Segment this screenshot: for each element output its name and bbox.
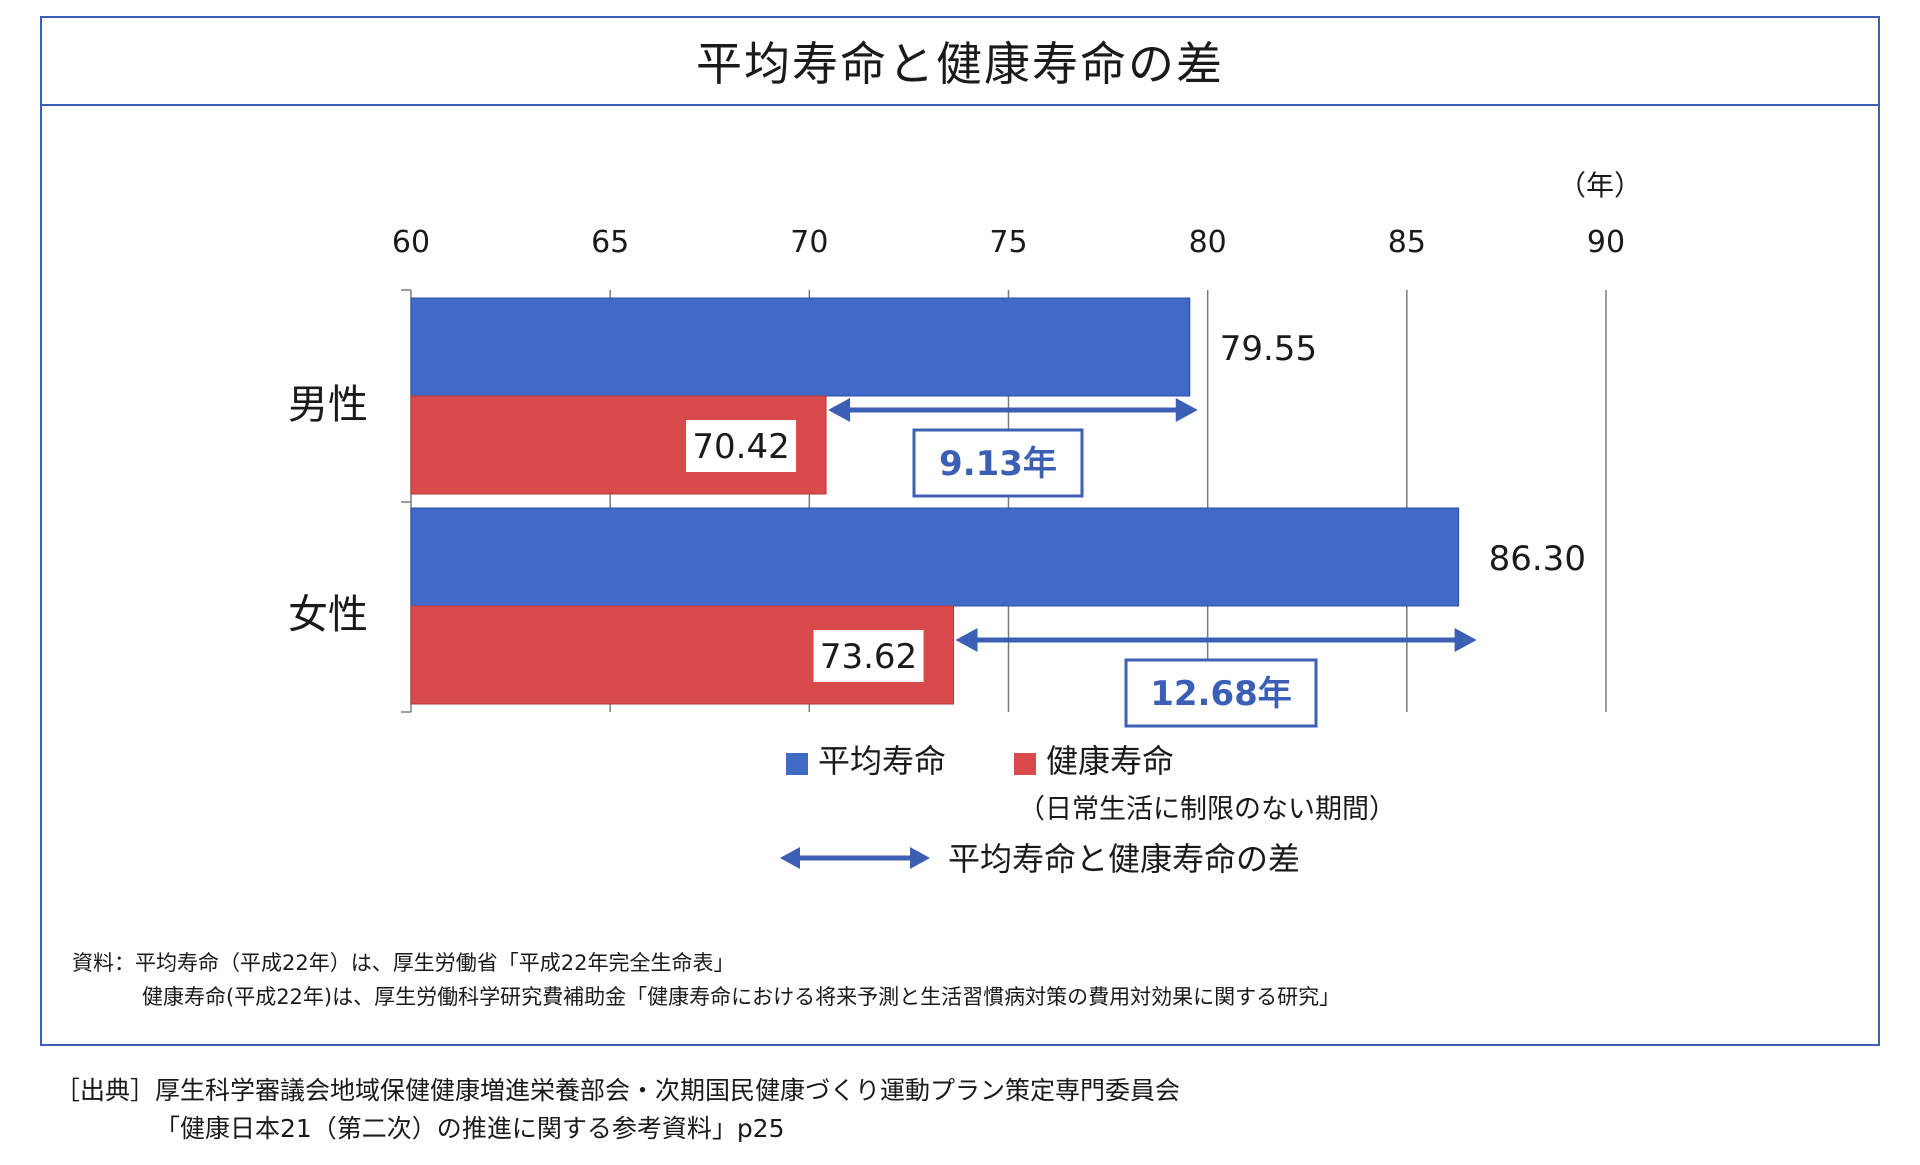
difference-label: 12.68年 bbox=[1150, 674, 1292, 714]
source-line-1: ［出典］厚生科学審議会地域保健健康増進栄養部会・次期国民健康づくり運動プラン策定… bbox=[55, 1076, 1181, 1105]
note-line-1: 資料：平均寿命（平成22年）は、厚生労働省「平成22年完全生命表」 bbox=[72, 951, 735, 975]
data-label-box bbox=[813, 630, 924, 682]
arrowhead-left bbox=[828, 398, 851, 422]
note-line-2: 健康寿命(平成22年)は、厚生労働科学研究費補助金「健康寿命における将来予測と生… bbox=[142, 985, 1341, 1009]
source-citation: ［出典］厚生科学審議会地域保健健康増進栄養部会・次期国民健康づくり運動プラン策定… bbox=[55, 1072, 1180, 1148]
data-label-healthy: 70.42 bbox=[692, 427, 789, 467]
difference-box bbox=[1124, 658, 1318, 728]
category-label: 女性 bbox=[288, 592, 368, 638]
arrowhead-right bbox=[1454, 628, 1477, 652]
x-tick-label: 80 bbox=[1189, 225, 1227, 260]
x-tick-label: 90 bbox=[1587, 225, 1625, 260]
data-label-average: 79.55 bbox=[1220, 329, 1317, 369]
difference-label: 9.13年 bbox=[939, 444, 1057, 484]
x-tick-label: 70 bbox=[790, 225, 828, 260]
legend-swatch-average bbox=[786, 753, 808, 775]
legend-healthy-sub: （日常生活に制限のない期間） bbox=[1018, 794, 1396, 825]
data-label-average: 86.30 bbox=[1489, 539, 1586, 579]
legend-label-average: 平均寿命 bbox=[818, 742, 946, 780]
legend-arrowhead-left bbox=[780, 847, 800, 869]
source-line-2: 「健康日本21（第二次）の推進に関する参考資料」p25 bbox=[155, 1114, 785, 1143]
bar-average-life bbox=[410, 507, 1460, 607]
legend-arrowhead-right bbox=[910, 847, 930, 869]
x-tick-label: 60 bbox=[392, 225, 430, 260]
bar-average-life bbox=[410, 297, 1191, 397]
x-tick-label: 85 bbox=[1388, 225, 1426, 260]
x-unit-label: （年） bbox=[1558, 169, 1642, 202]
legend-label-healthy: 健康寿命 bbox=[1046, 742, 1174, 780]
x-tick-label: 65 bbox=[591, 225, 629, 260]
chart-title: 平均寿命と健康寿命の差 bbox=[42, 18, 1878, 106]
category-label: 男性 bbox=[288, 382, 368, 428]
arrowhead-left bbox=[955, 628, 978, 652]
difference-box bbox=[912, 428, 1084, 498]
legend-label-diff: 平均寿命と健康寿命の差 bbox=[948, 840, 1300, 878]
data-notes: 資料：平均寿命（平成22年）は、厚生労働省「平成22年完全生命表」 健康寿命(平… bbox=[72, 946, 1340, 1014]
data-label-healthy: 73.62 bbox=[820, 637, 917, 677]
arrowhead-right bbox=[1175, 398, 1198, 422]
x-tick-label: 75 bbox=[989, 225, 1027, 260]
chart-frame: 平均寿命と健康寿命の差 資料：平均寿命（平成22年）は、厚生労働省「平成22年完… bbox=[40, 16, 1880, 1046]
legend-swatch-healthy bbox=[1014, 753, 1036, 775]
data-label-box bbox=[686, 420, 797, 472]
